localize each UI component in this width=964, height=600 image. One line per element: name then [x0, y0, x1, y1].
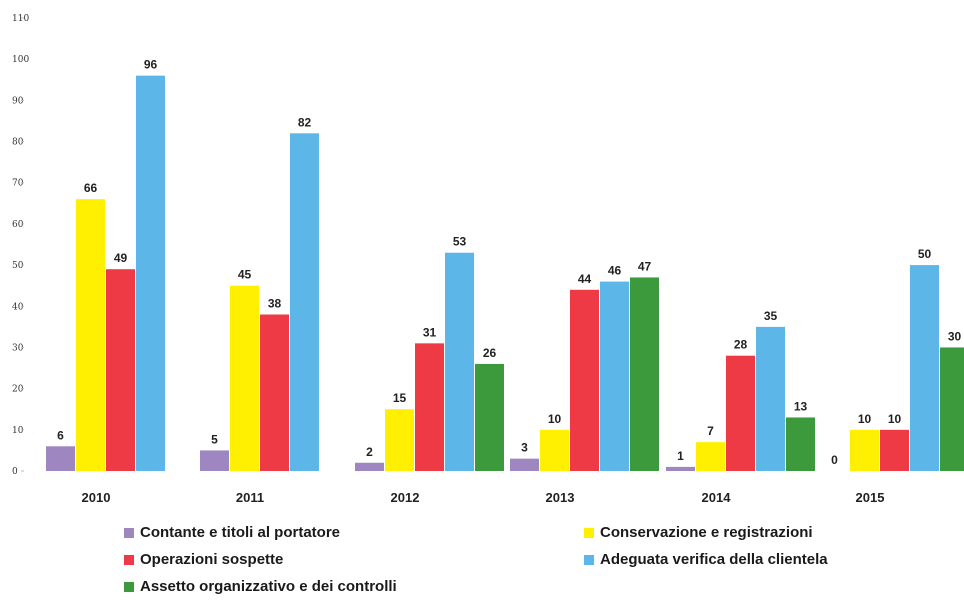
x-tick-label: 2012: [391, 490, 420, 505]
bar-conservazione-e-registrazioni-2013[interactable]: [540, 429, 569, 471]
y-tick-label: 0: [12, 467, 18, 477]
data-label: 45: [238, 268, 252, 282]
data-label: 1: [677, 449, 684, 463]
data-label: 44: [578, 272, 592, 286]
bar-contante-e-titoli-al-portatore-2014[interactable]: [666, 466, 695, 471]
x-tick-label: 2013: [546, 490, 575, 505]
bar-operazioni-sospette-2011[interactable]: [260, 314, 289, 471]
bar-assetto-organizzativo-e-dei-controlli-2012[interactable]: [475, 363, 504, 471]
bar-assetto-organizzativo-e-dei-controlli-2014[interactable]: [786, 417, 815, 471]
bar-adeguata-verifica-della-clientela-2014[interactable]: [756, 326, 785, 471]
bar-adeguata-verifica-della-clientela-2010[interactable]: [136, 75, 165, 472]
bar-adeguata-verifica-della-clientela-2012[interactable]: [445, 252, 474, 471]
y-tick-label: 100: [12, 55, 29, 65]
data-label: 96: [144, 58, 158, 72]
bar-operazioni-sospette-2010[interactable]: [106, 269, 135, 471]
data-label: 38: [268, 297, 282, 311]
bar-conservazione-e-registrazioni-2010[interactable]: [76, 199, 105, 471]
data-label: 47: [638, 259, 652, 273]
bar-assetto-organizzativo-e-dei-controlli-2013[interactable]: [630, 277, 659, 471]
data-label: 0: [831, 453, 838, 467]
data-label: 50: [918, 247, 932, 261]
data-label: 2: [366, 445, 373, 459]
data-label: 82: [298, 115, 312, 129]
y-tick-label: 60: [12, 220, 24, 230]
bar-adeguata-verifica-della-clientela-2011[interactable]: [290, 133, 319, 472]
y-tick-label: 30: [12, 343, 24, 353]
data-label: 5: [211, 432, 218, 446]
data-label: 53: [453, 235, 467, 249]
data-label: 49: [114, 251, 128, 265]
bar-contante-e-titoli-al-portatore-2010[interactable]: [46, 446, 75, 471]
bar-assetto-organizzativo-e-dei-controlli-2015[interactable]: [940, 347, 964, 471]
bar-conservazione-e-registrazioni-2012[interactable]: [385, 409, 414, 471]
data-label: 28: [734, 338, 748, 352]
bar-conservazione-e-registrazioni-2011[interactable]: [230, 285, 259, 471]
data-label: 13: [794, 399, 808, 413]
y-tick-label: 40: [12, 302, 24, 312]
data-label: 7: [707, 424, 714, 438]
x-tick-label: 2015: [856, 490, 885, 505]
data-label: 10: [548, 412, 562, 426]
bar-conservazione-e-registrazioni-2014[interactable]: [696, 442, 725, 471]
x-tick-label: 2011: [236, 490, 264, 505]
data-labels: 6 52 31 06645151071049383144281096825346355…: [57, 58, 961, 467]
bar-contante-e-titoli-al-portatore-2013[interactable]: [510, 458, 539, 471]
y-tick-label: 90: [12, 96, 24, 106]
y-tick-label: 80: [12, 138, 24, 148]
data-label: 66: [84, 181, 98, 195]
y-axis: 0 10 20 30 40 50 60 70 80 90 100 110: [12, 14, 29, 477]
y-tick-label: 110: [12, 14, 29, 24]
bar-contante-e-titoli-al-portatore-2011[interactable]: [200, 450, 229, 471]
data-label: 35: [764, 309, 778, 323]
bar-operazioni-sospette-2014[interactable]: [726, 355, 755, 471]
data-label: 10: [888, 412, 902, 426]
data-label: 10: [858, 412, 872, 426]
bar-adeguata-verifica-della-clientela-2015[interactable]: [910, 265, 939, 471]
y-tick-label: 70: [12, 179, 24, 189]
data-label: 15: [393, 391, 407, 405]
bar-operazioni-sospette-2013[interactable]: [570, 289, 599, 471]
data-label: 46: [608, 264, 622, 278]
data-label: 6: [57, 428, 64, 442]
y-tick-label: 20: [12, 385, 24, 395]
bars: [46, 75, 964, 472]
y-tick-label: 10: [12, 426, 24, 436]
data-label: 30: [948, 329, 962, 343]
y-tick-label: 50: [12, 261, 24, 271]
data-label: 3: [521, 441, 528, 455]
data-label: 26: [483, 346, 497, 360]
bar-conservazione-e-registrazioni-2015[interactable]: [850, 429, 879, 471]
data-label: 31: [423, 325, 437, 339]
x-axis: 2010 2011 2012 2013 2014 2015: [82, 490, 885, 505]
bar-contante-e-titoli-al-portatore-2012[interactable]: [355, 462, 384, 471]
bar-operazioni-sospette-2012[interactable]: [415, 343, 444, 471]
x-tick-label: 2014: [702, 490, 732, 505]
bar-adeguata-verifica-della-clientela-2013[interactable]: [600, 281, 629, 471]
x-tick-label: 2010: [82, 490, 111, 505]
bar-operazioni-sospette-2015[interactable]: [880, 429, 909, 471]
